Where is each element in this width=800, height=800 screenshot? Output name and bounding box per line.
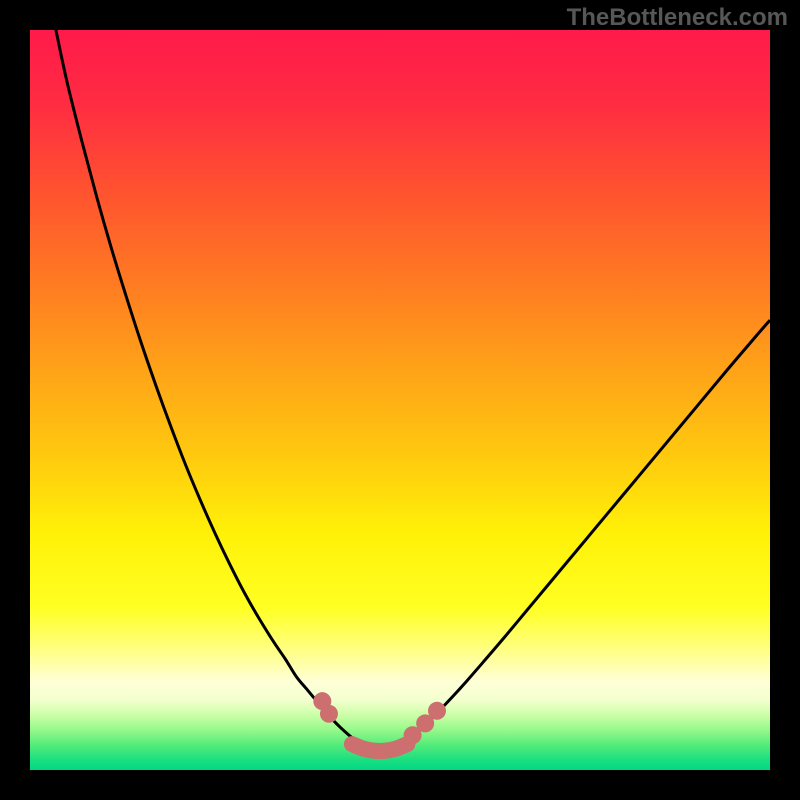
bottleneck-chart	[0, 0, 800, 800]
watermark-text: TheBottleneck.com	[567, 4, 788, 32]
fit-marker	[320, 705, 338, 723]
plot-background	[30, 30, 770, 770]
marker-bridge	[352, 744, 408, 751]
fit-marker	[428, 702, 446, 720]
